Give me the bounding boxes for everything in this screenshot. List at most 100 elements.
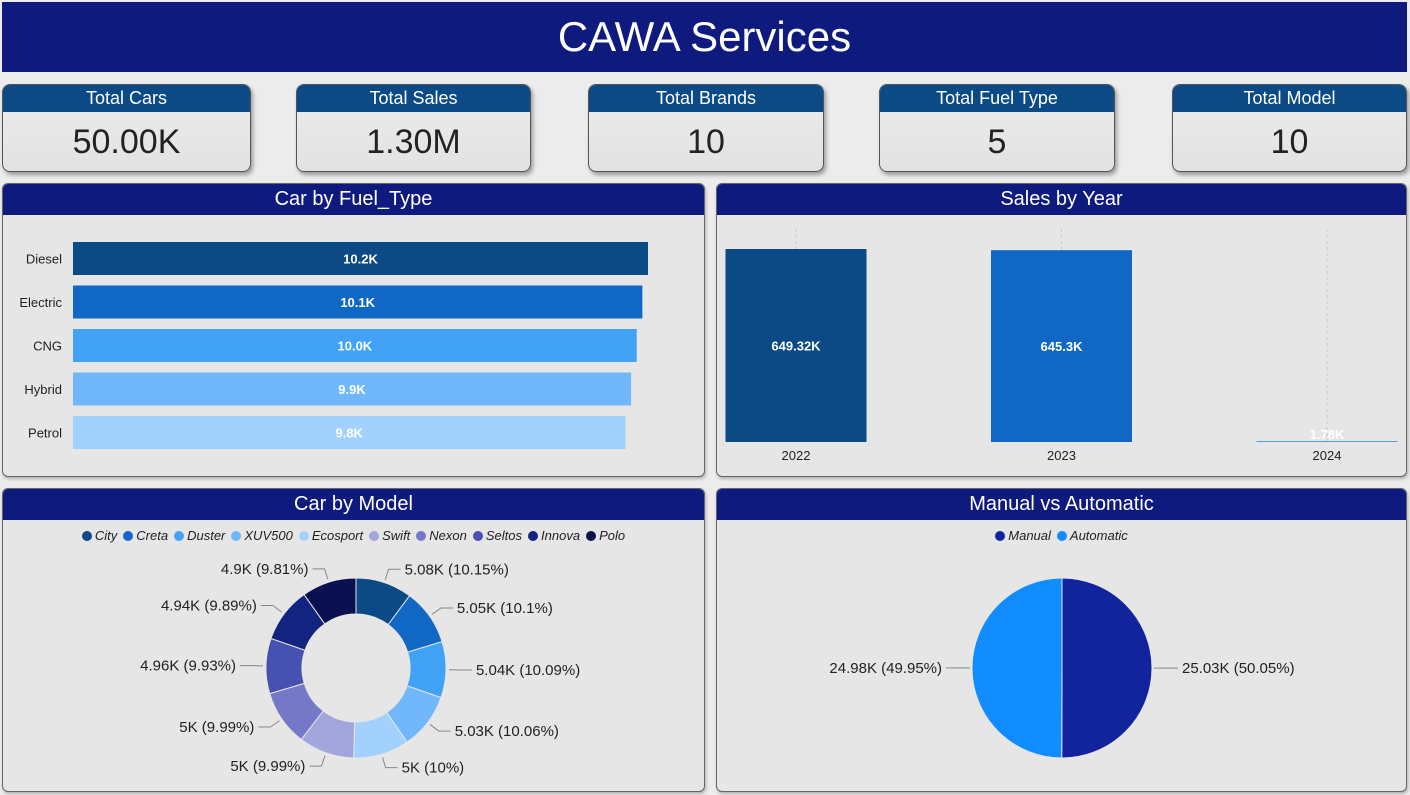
legend-dot — [586, 530, 597, 541]
data-label-nexon: 5K (9.99%) — [179, 719, 254, 736]
data-label-polo: 4.9K (9.81%) — [221, 561, 309, 578]
data-label-diesel: 10.2K — [343, 252, 378, 267]
data-label-duster: 5.04K (10.09%) — [476, 662, 580, 679]
legend-item-city[interactable]: City — [81, 528, 118, 543]
panel-sales-by-year[interactable]: Sales by Year 649.32K 2022 645.3K 2023 1.78K… — [716, 183, 1407, 477]
kpi-label: Total Cars — [3, 85, 250, 112]
kpi-value: 1.30M — [366, 122, 461, 161]
fuel-type-bar-chart[interactable]: Diesel 10.2K Electric 10.1K CNG 10.0K Hybrid 9.… — [3, 215, 705, 477]
data-label-2022: 649.32K — [771, 339, 821, 354]
dashboard-header: CAWA Services — [2, 2, 1407, 72]
bar-2023[interactable] — [991, 250, 1132, 442]
panel-title: Car by Fuel_Type — [3, 184, 704, 215]
category-label-hybrid: Hybrid — [24, 382, 62, 397]
legend-item-swift[interactable]: Swift — [369, 528, 410, 543]
bar-2022[interactable] — [725, 249, 867, 442]
kpi-value: 10 — [687, 122, 725, 161]
data-label-swift: 5K (9.99%) — [230, 758, 305, 775]
kpi-total-sales[interactable]: Total Sales 1.30M — [296, 84, 531, 172]
legend-item-polo[interactable]: Polo — [586, 528, 625, 543]
leader-line — [309, 755, 326, 767]
bar-cng[interactable] — [73, 329, 637, 362]
kpi-total-model[interactable]: Total Model 10 — [1172, 84, 1407, 172]
legend-item-creta[interactable]: Creta — [123, 528, 168, 543]
data-label-cng: 10.0K — [338, 339, 373, 354]
kpi-label: Total Sales — [297, 85, 530, 112]
model-donut-chart[interactable]: 5.08K (10.15%) 5.05K (10.1%) 5.04K (10.09%… — [3, 520, 705, 792]
category-label-electric: Electric — [19, 295, 62, 310]
legend-item-xuv500[interactable]: XUV500 — [231, 528, 293, 543]
bar-diesel[interactable] — [73, 242, 648, 275]
transmission-legend: Manual Automatic — [717, 528, 1406, 543]
legend-item-nexon[interactable]: Nexon — [416, 528, 467, 543]
data-label-electric: 10.1K — [340, 295, 375, 310]
legend-dot — [174, 530, 185, 541]
legend-item-manual[interactable]: Manual — [995, 528, 1051, 543]
panel-manual-vs-automatic[interactable]: Manual vs Automatic Manual Automatic 25.0… — [716, 488, 1407, 792]
slice-manual[interactable] — [1061, 577, 1153, 759]
data-label-hybrid: 9.9K — [338, 382, 366, 397]
legend-dot — [472, 530, 483, 541]
model-legend: City Creta Duster XUV500 Ecosport Swift Nexon S… — [3, 528, 704, 543]
legend-item-duster[interactable]: Duster — [174, 528, 225, 543]
kpi-label: Total Model — [1173, 85, 1406, 112]
legend-item-seltos[interactable]: Seltos — [472, 528, 523, 543]
bar-hybrid[interactable] — [73, 372, 632, 406]
axis-label-2023: 2023 — [1047, 448, 1076, 463]
kpi-value: 50.00K — [72, 122, 181, 161]
kpi-total-fuel-type[interactable]: Total Fuel Type 5 — [879, 84, 1115, 172]
legend-dot — [298, 530, 309, 541]
bar-electric[interactable] — [73, 285, 643, 319]
legend-dot — [123, 530, 134, 541]
bar-petrol[interactable] — [73, 416, 626, 449]
bar-2024[interactable] — [1256, 441, 1398, 442]
legend-dot — [995, 530, 1006, 541]
legend-item-ecosport[interactable]: Ecosport — [298, 528, 364, 543]
kpi-total-cars[interactable]: Total Cars 50.00K — [2, 84, 251, 172]
leader-line — [431, 607, 453, 615]
legend-dot — [369, 530, 380, 541]
data-label-2024: 1.78K — [1310, 427, 1345, 442]
leader-line — [384, 568, 401, 580]
leader-line — [429, 724, 451, 732]
legend-label: Creta — [136, 528, 169, 543]
legend-dot — [1056, 530, 1067, 541]
legend-dot — [528, 530, 539, 541]
legend-label: Seltos — [485, 528, 523, 543]
dashboard-title: CAWA Services — [557, 13, 852, 60]
data-label-ecosport: 5K (10%) — [402, 760, 465, 777]
legend-label: Duster — [187, 528, 226, 543]
data-label-city: 5.08K (10.15%) — [405, 561, 509, 578]
data-label-2023: 645.3K — [1041, 339, 1084, 354]
legend-label: Innova — [541, 528, 581, 543]
legend-label: XUV500 — [244, 528, 293, 543]
legend-item-automatic[interactable]: Automatic — [1056, 528, 1128, 543]
axis-label-2024: 2024 — [1313, 448, 1342, 463]
legend-label: Swift — [382, 528, 411, 543]
legend-dot — [416, 530, 427, 541]
kpi-value: 10 — [1270, 122, 1309, 161]
kpi-label: Total Fuel Type — [880, 85, 1114, 112]
legend-label: Automatic — [1069, 528, 1128, 543]
data-label-seltos: 4.96K (9.93%) — [140, 658, 236, 675]
transmission-pie-chart[interactable]: 25.03K (50.05%) 24.98K (49.95%) — [717, 520, 1407, 792]
panel-title: Manual vs Automatic — [717, 489, 1406, 520]
data-label-manual: 25.03K (50.05%) — [1182, 660, 1295, 677]
category-label-cng: CNG — [33, 339, 62, 354]
data-label-creta: 5.05K (10.1%) — [457, 600, 553, 617]
kpi-total-brands[interactable]: Total Brands 10 — [588, 84, 824, 172]
panel-car-by-fuel-type[interactable]: Car by Fuel_Type Diesel 10.2K Electric 10.1… — [2, 183, 705, 477]
panel-car-by-model[interactable]: Car by Model City Creta Duster XUV500 Ecospo… — [2, 488, 705, 792]
data-label-xuv500: 5.03K (10.06%) — [455, 723, 559, 740]
axis-label-2022: 2022 — [782, 448, 811, 463]
legend-label: Manual — [1008, 528, 1051, 543]
leader-line — [312, 568, 329, 580]
sales-by-year-column-chart[interactable]: 649.32K 2022 645.3K 2023 1.78K 2024 — [717, 215, 1407, 477]
legend-item-innova[interactable]: Innova — [528, 528, 580, 543]
kpi-value: 5 — [987, 122, 1007, 161]
slice-polo[interactable] — [303, 577, 357, 625]
legend-label: City — [94, 528, 118, 543]
legend-label: Ecosport — [311, 528, 364, 543]
data-label-innova: 4.94K (9.89%) — [161, 598, 257, 615]
slice-automatic[interactable] — [971, 577, 1063, 759]
